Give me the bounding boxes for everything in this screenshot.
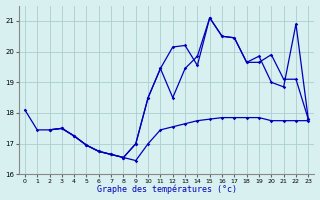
X-axis label: Graphe des températures (°c): Graphe des températures (°c) <box>97 185 236 194</box>
